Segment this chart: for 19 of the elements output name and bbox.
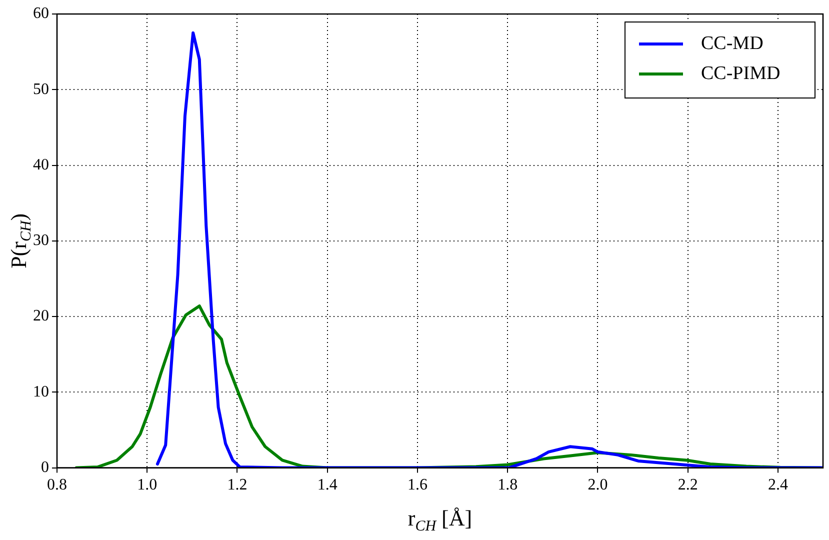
y-tick-label: 60 — [33, 5, 49, 22]
x-tick-label: 1.8 — [498, 476, 518, 494]
y-tick-label: 20 — [33, 308, 49, 325]
y-tick-label: 50 — [33, 80, 49, 98]
x-tick-label: 2.4 — [768, 476, 788, 494]
y-tick-label: 40 — [33, 156, 49, 174]
x-tick-label: 1.0 — [137, 476, 158, 494]
legend-label: CC-MD — [701, 32, 764, 54]
x-tick-label: 2.0 — [588, 476, 608, 494]
x-tick-label: 2.2 — [678, 476, 698, 494]
y-tick-label: 30 — [33, 232, 49, 250]
y-tick-label: 10 — [33, 383, 49, 400]
x-tick-label: 1.4 — [317, 476, 338, 494]
y-tick-label: 0 — [41, 459, 49, 476]
x-tick-label: 1.2 — [227, 476, 248, 494]
x-tick-label: 0.8 — [47, 476, 67, 494]
x-tick-label: 1.6 — [407, 476, 428, 494]
y-axis-title: P(rCH) — [6, 213, 35, 268]
legend-label: CC-PIMD — [701, 62, 780, 84]
